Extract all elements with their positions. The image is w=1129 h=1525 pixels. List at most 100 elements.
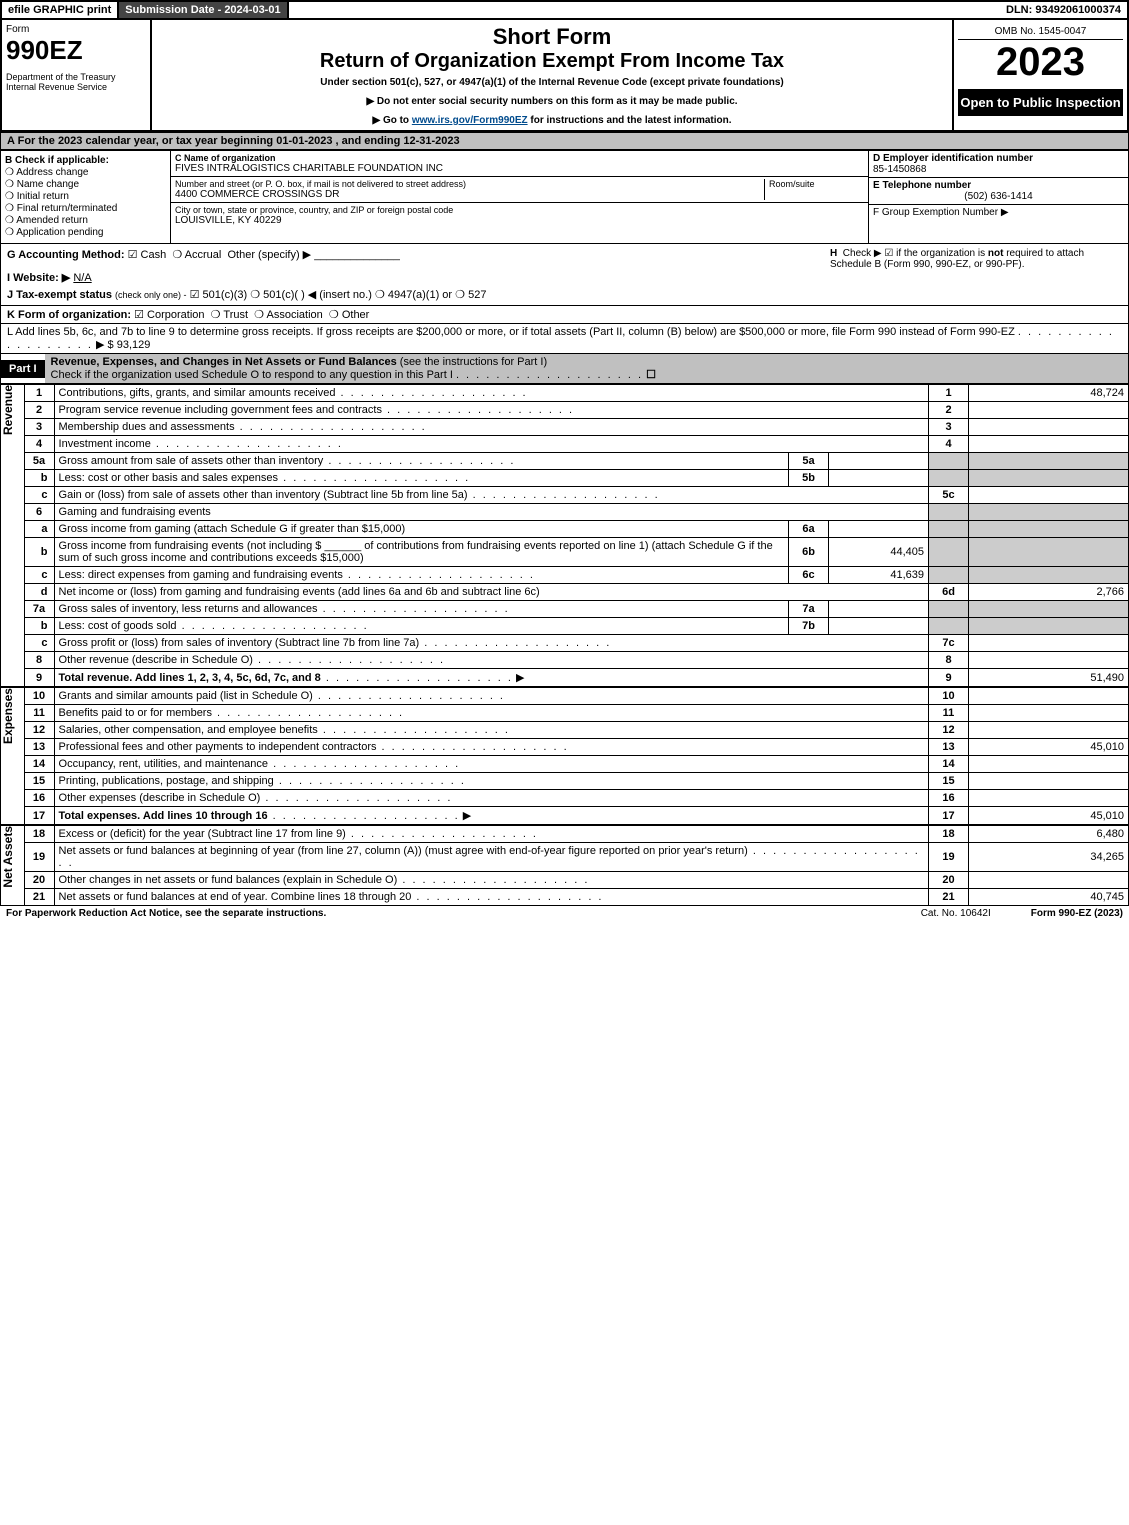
check-h[interactable]: ☑ xyxy=(884,248,893,259)
return-title: Return of Organization Exempt From Incom… xyxy=(156,50,948,73)
line-13: 13Professional fees and other payments t… xyxy=(24,739,1128,756)
g-label: G Accounting Method: xyxy=(7,249,125,261)
j-label: J Tax-exempt status xyxy=(7,289,112,301)
line-12: 12Salaries, other compensation, and empl… xyxy=(24,722,1128,739)
line-11: 11Benefits paid to or for members11 xyxy=(24,705,1128,722)
netassets-side-label: Net Assets xyxy=(0,825,24,906)
g-other: Other (specify) ▶ xyxy=(227,249,311,261)
line-15: 15Printing, publications, postage, and s… xyxy=(24,773,1128,790)
line-5a: 5aGross amount from sale of assets other… xyxy=(24,453,1128,470)
check-name-change[interactable]: ❍ Name change xyxy=(5,179,166,190)
check-assoc[interactable]: ❍ xyxy=(254,309,264,321)
part1-header: Part I Revenue, Expenses, and Changes in… xyxy=(0,354,1129,384)
l-text: L Add lines 5b, 6c, and 7b to line 9 to … xyxy=(7,326,1015,338)
submission-date: Submission Date - 2024-03-01 xyxy=(119,2,288,18)
ssn-notice: ▶ Do not enter social security numbers o… xyxy=(156,96,948,107)
header-center: Short Form Return of Organization Exempt… xyxy=(152,20,952,130)
line-19: 19Net assets or fund balances at beginni… xyxy=(24,843,1128,872)
line-8: 8Other revenue (describe in Schedule O)8 xyxy=(24,652,1128,669)
part1-check-note: Check if the organization used Schedule … xyxy=(51,369,453,381)
block-c: C Name of organization FIVES INTRALOGIST… xyxy=(171,151,868,243)
expenses-block: Expenses 10Grants and similar amounts pa… xyxy=(0,687,1129,825)
line-7c: cGross profit or (loss) from sales of in… xyxy=(24,635,1128,652)
check-address-change[interactable]: ❍ Address change xyxy=(5,167,166,178)
part1-title-row: Revenue, Expenses, and Changes in Net As… xyxy=(45,354,1128,383)
line-5b: bLess: cost or other basis and sales exp… xyxy=(24,470,1128,487)
goto-post: for instructions and the latest informat… xyxy=(528,115,732,126)
check-trust[interactable]: ❍ xyxy=(211,309,221,321)
check-501c[interactable]: ❍ xyxy=(250,289,260,301)
line-3: 3Membership dues and assessments3 xyxy=(24,419,1128,436)
phone: (502) 636-1414 xyxy=(873,191,1124,202)
revenue-table: 1Contributions, gifts, grants, and simil… xyxy=(24,384,1129,687)
check-527[interactable]: ❍ xyxy=(455,289,465,301)
check-4947[interactable]: ❍ xyxy=(375,289,385,301)
website-value: N/A xyxy=(73,272,91,284)
line-18: 18Excess or (deficit) for the year (Subt… xyxy=(24,826,1128,843)
short-form-title: Short Form xyxy=(156,24,948,50)
check-initial-return[interactable]: ❍ Initial return xyxy=(5,191,166,202)
i-label: I Website: ▶ xyxy=(7,272,70,284)
h-label: H xyxy=(830,248,837,259)
block-b-heading: B Check if applicable: xyxy=(5,155,166,166)
l-arrow: ▶ $ xyxy=(96,339,114,351)
street-label: Number and street (or P. O. box, if mail… xyxy=(175,179,764,189)
group-exemption-label: F Group Exemption Number ▶ xyxy=(873,207,1124,218)
line-1: 1Contributions, gifts, grants, and simil… xyxy=(24,385,1128,402)
line-16: 16Other expenses (describe in Schedule O… xyxy=(24,790,1128,807)
revenue-block: Revenue 1Contributions, gifts, grants, a… xyxy=(0,384,1129,687)
section-k: K Form of organization: ☑ Corporation ❍ … xyxy=(0,306,1129,324)
goto-pre: ▶ Go to xyxy=(372,115,411,126)
check-501c3[interactable]: ☑ xyxy=(190,289,200,301)
page-footer: For Paperwork Reduction Act Notice, see … xyxy=(0,906,1129,921)
header-right: OMB No. 1545-0047 2023 Open to Public In… xyxy=(952,20,1127,130)
irs-link[interactable]: www.irs.gov/Form990EZ xyxy=(412,115,528,126)
line-21: 21Net assets or fund balances at end of … xyxy=(24,889,1128,906)
part1-label: Part I xyxy=(1,360,45,378)
dln: DLN: 93492061000374 xyxy=(1000,2,1127,18)
check-application-pending[interactable]: ❍ Application pending xyxy=(5,227,166,238)
line-20: 20Other changes in net assets or fund ba… xyxy=(24,872,1128,889)
section-a-text: For the 2023 calendar year, or tax year … xyxy=(18,135,460,147)
line-14: 14Occupancy, rent, utilities, and mainte… xyxy=(24,756,1128,773)
part1-note: (see the instructions for Part I) xyxy=(400,356,547,368)
ein: 85-1450868 xyxy=(873,164,1124,175)
check-other[interactable]: ❍ xyxy=(329,309,339,321)
l-amount: 93,129 xyxy=(117,339,151,351)
city: LOUISVILLE, KY 40229 xyxy=(175,215,864,226)
efile-label[interactable]: efile GRAPHIC print xyxy=(2,2,119,18)
line-7b: bLess: cost of goods sold7b xyxy=(24,618,1128,635)
check-cash[interactable]: ☑ xyxy=(128,249,138,261)
expenses-table: 10Grants and similar amounts paid (list … xyxy=(24,687,1129,825)
cat-no: Cat. No. 10642I xyxy=(921,908,991,919)
check-amended-return[interactable]: ❍ Amended return xyxy=(5,215,166,226)
j-note: (check only one) - xyxy=(115,290,187,300)
form-ref: Form 990-EZ (2023) xyxy=(1031,908,1123,919)
tax-exempt-row: J Tax-exempt status (check only one) - ☑… xyxy=(7,288,822,301)
org-name-label: C Name of organization xyxy=(175,153,864,163)
k-label: K Form of organization: xyxy=(7,309,131,321)
org-name: FIVES INTRALOGISTICS CHARITABLE FOUNDATI… xyxy=(175,163,864,174)
check-schedule-o[interactable]: ☐ xyxy=(646,369,656,381)
check-corp[interactable]: ☑ xyxy=(134,309,144,321)
line-10: 10Grants and similar amounts paid (list … xyxy=(24,688,1128,705)
check-accrual[interactable]: ❍ xyxy=(172,249,182,261)
omb-number: OMB No. 1545-0047 xyxy=(958,24,1123,40)
line-9: 9Total revenue. Add lines 1, 2, 3, 4, 5c… xyxy=(24,669,1128,687)
check-final-return[interactable]: ❍ Final return/terminated xyxy=(5,203,166,214)
public-inspection-badge: Open to Public Inspection xyxy=(958,89,1123,116)
tax-year: 2023 xyxy=(958,40,1123,85)
header-left: Form 990EZ Department of the Treasury In… xyxy=(2,20,152,130)
department: Department of the Treasury Internal Reve… xyxy=(6,72,146,92)
h-text1: Check ▶ xyxy=(843,248,882,259)
line-6a: aGross income from gaming (attach Schedu… xyxy=(24,521,1128,538)
paperwork-notice: For Paperwork Reduction Act Notice, see … xyxy=(6,908,326,919)
goto-notice: ▶ Go to www.irs.gov/Form990EZ for instru… xyxy=(156,115,948,126)
ein-label: D Employer identification number xyxy=(873,153,1124,164)
section-a-label: A xyxy=(7,135,15,147)
line-5c: cGain or (loss) from sale of assets othe… xyxy=(24,487,1128,504)
line-7a: 7aGross sales of inventory, less returns… xyxy=(24,601,1128,618)
line-17: 17Total expenses. Add lines 10 through 1… xyxy=(24,807,1128,825)
form-header: Form 990EZ Department of the Treasury In… xyxy=(0,20,1129,132)
netassets-block: Net Assets 18Excess or (deficit) for the… xyxy=(0,825,1129,906)
